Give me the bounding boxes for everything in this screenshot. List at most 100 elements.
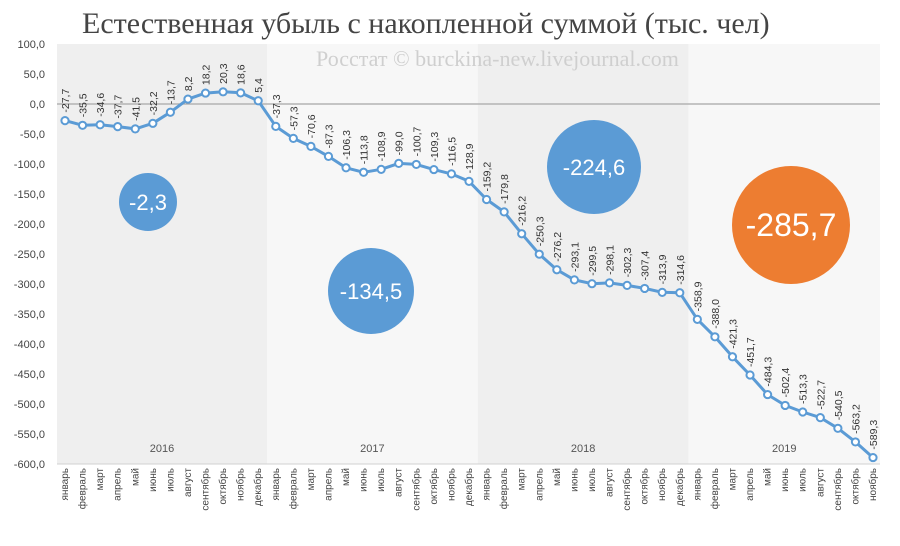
data-point (763, 389, 773, 400)
x-tick-label: июль (587, 468, 598, 492)
data-point (499, 207, 509, 217)
data-point (429, 164, 439, 175)
data-label: -37,7 (113, 95, 125, 119)
data-label: -388,0 (710, 299, 722, 329)
year-labels: 2016 2017 2018 2019 (150, 443, 797, 455)
data-point (622, 280, 632, 290)
y-tick-label: -400,0 (14, 339, 45, 351)
x-tick-label: август (183, 468, 194, 497)
data-point (833, 423, 843, 433)
data-point (323, 151, 334, 161)
data-label: -159,2 (482, 162, 494, 192)
x-tick-label: сентябрь (621, 468, 633, 511)
x-tick-label: март (517, 468, 528, 491)
x-tick-label: ноябрь (445, 468, 457, 501)
x-tick-label: октябрь (639, 468, 651, 505)
x-tick-label: август (394, 468, 405, 497)
data-label: -589,3 (868, 420, 880, 450)
annual-bubble-label-2018: -224,6 (563, 155, 625, 180)
data-label: -100,7 (411, 126, 423, 156)
year-label-2017: 2017 (360, 443, 384, 455)
x-tick-label: декабрь (463, 468, 475, 506)
data-point (569, 275, 579, 285)
year-band-2016 (57, 44, 267, 464)
data-point (850, 437, 861, 447)
data-label: -113,8 (359, 135, 371, 164)
x-tick-label: август (605, 468, 616, 497)
data-label: -276,2 (552, 232, 564, 262)
data-point (710, 332, 720, 342)
data-label: -451,7 (745, 337, 757, 367)
x-tick-label: февраль (498, 468, 510, 509)
annual-bubble-2018 (547, 120, 641, 214)
data-label: -106,3 (341, 130, 353, 160)
data-label: -35,5 (78, 93, 90, 117)
data-label: -57,3 (288, 106, 300, 130)
data-label: 8,2 (183, 76, 195, 91)
data-label: -116,5 (446, 137, 458, 166)
x-tick-label: июль (798, 468, 809, 492)
y-tick-label: -550,0 (14, 429, 45, 441)
chart-title: Естественная убыль с накопленной суммой … (82, 7, 770, 40)
y-tick-label: -200,0 (14, 219, 45, 231)
data-label: 18,2 (201, 64, 213, 85)
data-point (446, 169, 457, 179)
x-tick-label: февраль (77, 468, 89, 509)
x-tick-label: апрель (323, 468, 334, 501)
data-label: -70,6 (306, 114, 318, 138)
data-point (359, 167, 369, 177)
data-point (341, 163, 351, 173)
data-label: -484,3 (763, 357, 775, 387)
data-point (113, 122, 123, 132)
data-label: -522,7 (815, 380, 827, 410)
y-tick-label: -350,0 (14, 309, 45, 321)
watermark-text: Росстат © burckina-new.livejournal.com (316, 46, 679, 71)
data-label: -298,1 (605, 245, 617, 275)
data-point (165, 107, 175, 117)
data-label: -87,3 (323, 124, 335, 148)
data-point (604, 278, 615, 288)
x-tick-label: февраль (709, 468, 721, 509)
x-tick-label: сентябрь (200, 468, 212, 511)
data-label: -563,2 (850, 404, 862, 434)
data-point (815, 413, 825, 423)
data-point (411, 159, 421, 170)
data-point (130, 124, 140, 134)
data-label: 5,4 (253, 78, 265, 93)
y-tick-label: -500,0 (14, 399, 45, 411)
data-point (306, 141, 316, 151)
data-label: -502,4 (780, 368, 792, 398)
y-tick-label: 100,0 (17, 39, 45, 51)
data-point (200, 88, 211, 98)
data-point (481, 194, 492, 205)
x-tick-label: май (763, 468, 774, 486)
x-tick-label: январь (692, 468, 703, 500)
x-tick-label: январь (60, 468, 71, 500)
x-tick-label: июнь (359, 468, 370, 492)
data-label: 20,3 (218, 63, 230, 84)
y-tick-label: -150,0 (14, 189, 45, 201)
data-label: -99,0 (394, 131, 406, 155)
x-tick-label: ноябрь (235, 468, 247, 501)
x-tick-label: январь (271, 468, 282, 500)
data-point (95, 120, 105, 130)
data-point (464, 176, 474, 186)
x-tick-label: июнь (569, 468, 580, 492)
x-tick-label: май (552, 468, 563, 486)
x-tick-label: апрель (113, 468, 124, 501)
x-tick-label: октябрь (849, 468, 861, 505)
annual-bubble-label-2017: -134,5 (340, 279, 402, 304)
data-label: -250,3 (534, 216, 546, 246)
x-tick-label: февраль (287, 468, 299, 509)
x-tick-label: июнь (148, 468, 159, 492)
x-tick-label: март (306, 468, 317, 491)
y-tick-label: -600,0 (14, 459, 45, 471)
data-point (587, 279, 597, 289)
data-label: -27,7 (60, 89, 72, 113)
x-tick-label: май (341, 468, 352, 486)
data-point (394, 158, 404, 168)
data-point (253, 96, 263, 106)
x-axis: январь февраль март апрель май июнь июль август… (57, 463, 880, 511)
data-point (218, 87, 228, 97)
x-tick-label: апрель (745, 468, 756, 501)
